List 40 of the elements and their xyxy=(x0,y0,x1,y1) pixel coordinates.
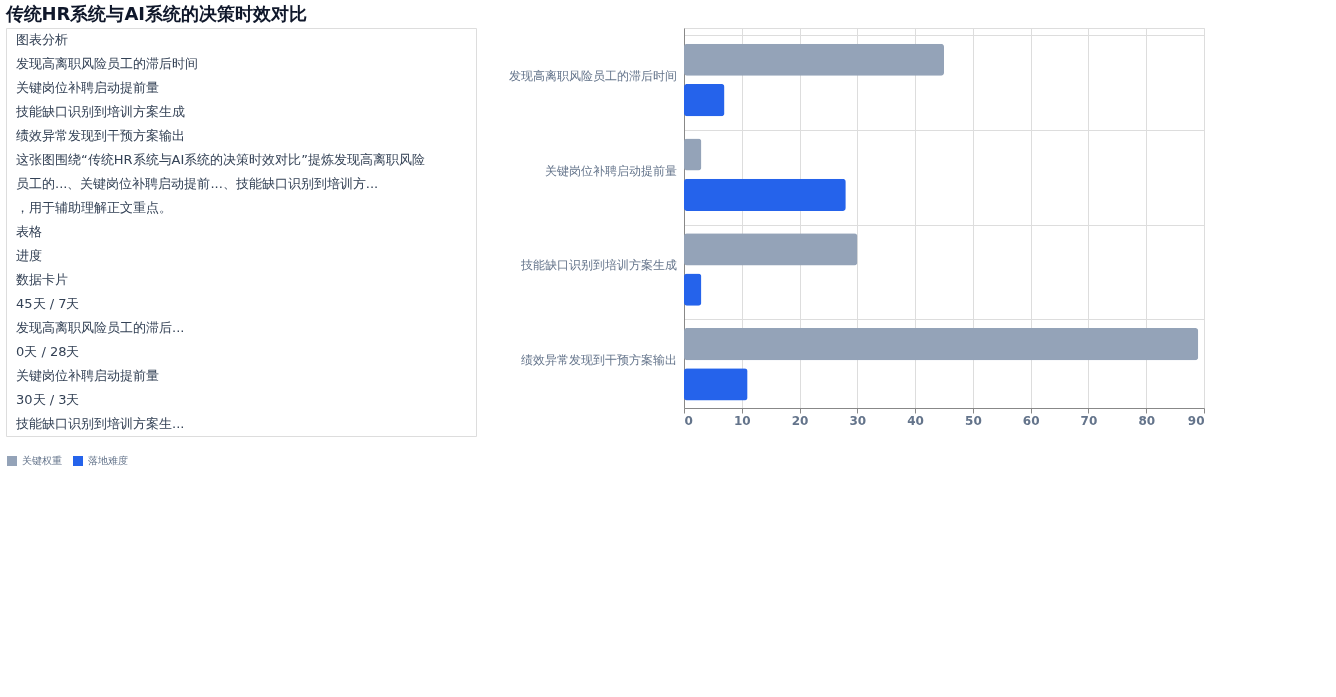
x-tick-label: 50 xyxy=(965,413,982,428)
text: 进度 xyxy=(16,248,42,263)
text: 表格 xyxy=(16,224,42,239)
legend-label: 关键权重 xyxy=(22,455,62,466)
y-tick-label: 技能缺口识别到培训方案生成 xyxy=(519,258,677,273)
text: 45天 / 7天 xyxy=(16,296,80,311)
bar xyxy=(684,273,702,306)
x-tick-label: 20 xyxy=(791,413,809,428)
text: 0天 / 28天 xyxy=(16,344,80,359)
x-tick-label: 0 xyxy=(684,413,693,428)
text: 30天 / 3天 xyxy=(16,392,80,407)
x-tick-label: 40 xyxy=(907,413,924,428)
text: 关键岗位补聘启动提前量 xyxy=(16,80,159,95)
text: 传统HR系统与AI系统的决策时效对比 xyxy=(4,2,308,24)
bar xyxy=(684,138,702,171)
text: 技能缺口识别到培训方案生成 xyxy=(15,104,185,119)
text: 关键岗位补聘启动提前量 xyxy=(16,368,159,383)
text: 这张图围绕“传统HR系统与AI系统的决策时效对比”提炼发现高离职风险员工的...、关键岗位补聘启动提前...、技能缺口识别到培训方...，用于辅助理解正文重点。 xyxy=(16,152,426,215)
x-tick-label: 60 xyxy=(1022,413,1040,428)
x-tick-label: 80 xyxy=(1138,413,1156,428)
x-tick-label: 70 xyxy=(1080,413,1098,428)
text: 图表分析 xyxy=(16,32,68,47)
text: 绩效异常发现到干预方案输出 xyxy=(16,128,185,143)
y-tick-label: 发现高离职风险员工的滞后时间 xyxy=(508,68,677,83)
x-tick-label: 90 xyxy=(1187,413,1205,428)
text: 发现高离职风险员工的滞后时间 xyxy=(16,56,198,71)
text: 数据卡片 xyxy=(16,272,68,287)
bar xyxy=(684,368,748,401)
text: 技能缺口识别到培训方案生... xyxy=(15,416,185,431)
bar xyxy=(684,327,1199,361)
y-tick-label: 绩效异常发现到干预方案输出 xyxy=(520,353,677,368)
x-tick-label: 10 xyxy=(733,413,751,428)
bar xyxy=(684,83,725,117)
bar xyxy=(684,178,846,211)
x-tick-label: 30 xyxy=(849,413,867,428)
bar xyxy=(684,43,944,76)
legend-label: 落地难度 xyxy=(88,455,128,466)
text: 发现高离职风险员工的滞后... xyxy=(16,320,185,335)
bar xyxy=(684,233,858,266)
y-tick-label: 关键岗位补聘启动提前量 xyxy=(544,163,677,178)
